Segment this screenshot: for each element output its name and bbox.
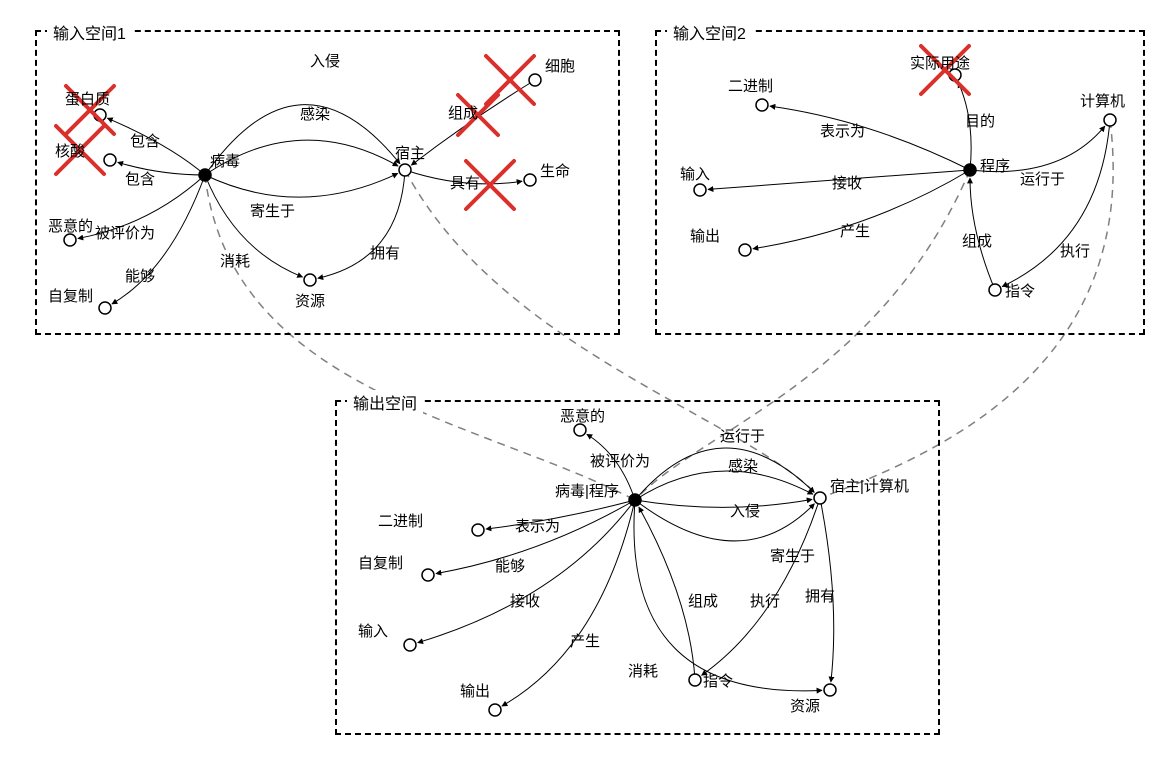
node-label-n_vp: 病毒|程序 <box>555 480 619 501</box>
node-label-n_malice1: 恶意的 <box>48 215 93 236</box>
node-label-n_host: 宿主 <box>395 142 425 163</box>
node-label-n_instr2: 指令 <box>1005 280 1035 301</box>
box-title-input1: 输入空间1 <box>47 20 132 44</box>
edge-label: 组成 <box>962 230 992 251</box>
node-label-n_output2: 输出 <box>690 225 720 246</box>
node-label-n_nucleic: 核酸 <box>55 140 85 161</box>
node-label-n_hc: 宿主|计算机 <box>830 475 909 496</box>
edge-label: 产生 <box>840 220 870 241</box>
node-label-n_program: 程序 <box>980 155 1010 176</box>
edge-label: 寄生于 <box>770 545 815 566</box>
node-label-n_cell: 细胞 <box>545 55 575 76</box>
edge-label: 表示为 <box>515 515 560 536</box>
node-label-n_life: 生命 <box>540 160 570 181</box>
edge-label: 拥有 <box>805 585 835 606</box>
node-label-n_virus: 病毒 <box>210 150 240 171</box>
box-input1: 输入空间1 <box>35 30 620 335</box>
box-title-output: 输出空间 <box>347 390 423 414</box>
node-label-n_protein: 蛋白质 <box>65 88 110 109</box>
node-label-n_purpose: 实际用途 <box>910 52 970 73</box>
edge-label: 感染 <box>300 103 330 124</box>
edge-label: 组成 <box>688 590 718 611</box>
box-title-input2: 输入空间2 <box>667 20 752 44</box>
edge-label: 组成 <box>448 102 478 123</box>
edge-label: 运行于 <box>720 425 765 446</box>
edge-label: 包含 <box>130 130 160 151</box>
edge-label: 消耗 <box>628 660 658 681</box>
node-label-n_res3: 资源 <box>790 695 820 716</box>
edge-label: 能够 <box>495 555 525 576</box>
node-label-n_selfrep1: 自复制 <box>48 285 93 306</box>
edge-label: 具有 <box>450 172 480 193</box>
node-label-n_computer: 计算机 <box>1080 90 1125 111</box>
edge-label: 产生 <box>570 630 600 651</box>
edge-label: 接收 <box>832 172 862 193</box>
edge-label: 包含 <box>125 168 155 189</box>
edge-label: 入侵 <box>310 50 340 71</box>
edge-label: 运行于 <box>1020 168 1065 189</box>
node-label-n_malice3: 恶意的 <box>560 405 605 426</box>
edge-label: 能够 <box>125 265 155 286</box>
edge-label: 被评价为 <box>590 450 650 471</box>
edge-label: 表示为 <box>820 120 865 141</box>
node-label-n_instr3: 指令 <box>703 670 733 691</box>
node-label-n_resource1: 资源 <box>295 290 325 311</box>
edge-label: 拥有 <box>370 242 400 263</box>
edge-label: 消耗 <box>220 250 250 271</box>
node-label-n_binary3: 二进制 <box>378 510 423 531</box>
edge-label: 执行 <box>750 590 780 611</box>
edge-label: 寄生于 <box>250 200 295 221</box>
edge-label: 目的 <box>965 110 995 131</box>
node-label-n_output3: 输出 <box>460 680 490 701</box>
edge-label: 感染 <box>728 455 758 476</box>
edge-label: 执行 <box>1060 240 1090 261</box>
edge-label: 接收 <box>510 590 540 611</box>
node-label-n_binary: 二进制 <box>728 75 773 96</box>
node-label-n_input3: 输入 <box>358 620 388 641</box>
edge-label: 被评价为 <box>95 222 155 243</box>
node-label-n_selfrep3: 自复制 <box>358 552 403 573</box>
node-label-n_input2: 输入 <box>680 163 710 184</box>
edge-label: 入侵 <box>730 500 760 521</box>
